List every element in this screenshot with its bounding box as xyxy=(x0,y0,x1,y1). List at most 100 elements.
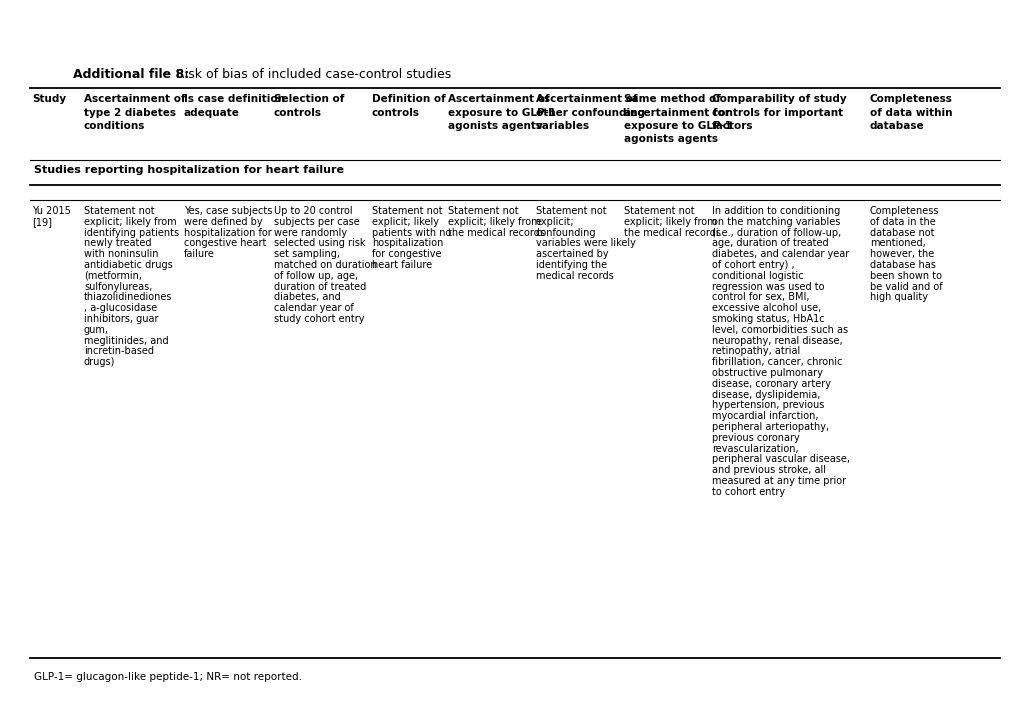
Text: disease, coronary artery: disease, coronary artery xyxy=(711,379,830,389)
Text: to cohort entry: to cohort entry xyxy=(711,487,785,497)
Text: explicit; likely: explicit; likely xyxy=(372,217,438,227)
Text: disease, dyslipidemia,: disease, dyslipidemia, xyxy=(711,390,819,400)
Text: of follow up, age,: of follow up, age, xyxy=(274,271,358,281)
Text: Completeness: Completeness xyxy=(869,94,952,104)
Text: confounding: confounding xyxy=(535,228,596,238)
Text: variables: variables xyxy=(535,121,590,131)
Text: hospitalization for: hospitalization for xyxy=(183,228,271,238)
Text: Study: Study xyxy=(32,94,66,104)
Text: adequate: adequate xyxy=(183,107,239,117)
Text: high quality: high quality xyxy=(869,292,927,302)
Text: were defined by: were defined by xyxy=(183,217,262,227)
Text: antidiabetic drugs: antidiabetic drugs xyxy=(84,260,172,270)
Text: Studies reporting hospitalization for heart failure: Studies reporting hospitalization for he… xyxy=(34,165,343,175)
Text: Statement not: Statement not xyxy=(372,206,442,216)
Text: fibrillation, cancer, chronic: fibrillation, cancer, chronic xyxy=(711,357,842,367)
Text: agonists agents: agonists agents xyxy=(447,121,541,131)
Text: newly treated: newly treated xyxy=(84,238,152,248)
Text: Statement not: Statement not xyxy=(84,206,155,216)
Text: controls: controls xyxy=(274,107,322,117)
Text: Same method of: Same method of xyxy=(624,94,720,104)
Text: mentioned,: mentioned, xyxy=(869,238,925,248)
Text: selected using risk: selected using risk xyxy=(274,238,365,248)
Text: of data in the: of data in the xyxy=(869,217,934,227)
Text: identifying patients: identifying patients xyxy=(84,228,179,238)
Text: other confounding: other confounding xyxy=(535,107,644,117)
Text: age, duration of treated: age, duration of treated xyxy=(711,238,827,248)
Text: type 2 diabetes: type 2 diabetes xyxy=(84,107,176,117)
Text: level, comorbidities such as: level, comorbidities such as xyxy=(711,325,847,335)
Text: myocardial infarction,: myocardial infarction, xyxy=(711,411,817,421)
Text: Additional file 8:: Additional file 8: xyxy=(73,68,189,81)
Text: heart failure: heart failure xyxy=(372,260,432,270)
Text: gum,: gum, xyxy=(84,325,109,335)
Text: Ascertainment of: Ascertainment of xyxy=(84,94,185,104)
Text: Ascertainment of: Ascertainment of xyxy=(447,94,549,104)
Text: diabetes, and calendar year: diabetes, and calendar year xyxy=(711,249,849,259)
Text: Up to 20 control: Up to 20 control xyxy=(274,206,353,216)
Text: peripheral vascular disease,: peripheral vascular disease, xyxy=(711,454,849,464)
Text: Ascertainment of: Ascertainment of xyxy=(535,94,637,104)
Text: set sampling,: set sampling, xyxy=(274,249,339,259)
Text: excessive alcohol use,: excessive alcohol use, xyxy=(711,303,820,313)
Text: Yes, case subjects: Yes, case subjects xyxy=(183,206,272,216)
Text: patients with no: patients with no xyxy=(372,228,451,238)
Text: hospitalization: hospitalization xyxy=(372,238,443,248)
Text: were randomly: were randomly xyxy=(274,228,346,238)
Text: conditional logistic: conditional logistic xyxy=(711,271,803,281)
Text: be valid and of: be valid and of xyxy=(869,282,942,292)
Text: sulfonylureas,: sulfonylureas, xyxy=(84,282,152,292)
Text: GLP-1= glucagon-like peptide-1; NR= not reported.: GLP-1= glucagon-like peptide-1; NR= not … xyxy=(34,672,302,682)
Text: of data within: of data within xyxy=(869,107,952,117)
Text: control for sex, BMI,: control for sex, BMI, xyxy=(711,292,809,302)
Text: been shown to: been shown to xyxy=(869,271,942,281)
Text: identifying the: identifying the xyxy=(535,260,606,270)
Text: previous coronary: previous coronary xyxy=(711,433,799,443)
Text: medical records: medical records xyxy=(535,271,613,281)
Text: the medical records: the medical records xyxy=(624,228,720,238)
Text: obstructive pulmonary: obstructive pulmonary xyxy=(711,368,822,378)
Text: variables were likely: variables were likely xyxy=(535,238,635,248)
Text: meglitinides, and: meglitinides, and xyxy=(84,336,168,346)
Text: duration of treated: duration of treated xyxy=(274,282,366,292)
Text: of cohort entry) ,: of cohort entry) , xyxy=(711,260,794,270)
Text: inhibitors, guar: inhibitors, guar xyxy=(84,314,158,324)
Text: exposure to GLP-1: exposure to GLP-1 xyxy=(624,121,732,131)
Text: Statement not: Statement not xyxy=(447,206,518,216)
Text: Is case definition: Is case definition xyxy=(183,94,284,104)
Text: exposure to GLP-1: exposure to GLP-1 xyxy=(447,107,555,117)
Text: Definition of: Definition of xyxy=(372,94,445,104)
Text: calendar year of: calendar year of xyxy=(274,303,354,313)
Text: database not: database not xyxy=(869,228,933,238)
Text: failure: failure xyxy=(183,249,215,259)
Text: on the matching variables: on the matching variables xyxy=(711,217,840,227)
Text: Statement not: Statement not xyxy=(624,206,694,216)
Text: neuropathy, renal disease,: neuropathy, renal disease, xyxy=(711,336,842,346)
Text: hypertension, previous: hypertension, previous xyxy=(711,400,823,410)
Text: the medical records: the medical records xyxy=(447,228,544,238)
Text: agonists agents: agonists agents xyxy=(624,135,717,145)
Text: measured at any time prior: measured at any time prior xyxy=(711,476,846,486)
Text: subjects per case: subjects per case xyxy=(274,217,360,227)
Text: In addition to conditioning: In addition to conditioning xyxy=(711,206,840,216)
Text: revascularization,: revascularization, xyxy=(711,444,798,454)
Text: regression was used to: regression was used to xyxy=(711,282,823,292)
Text: database has: database has xyxy=(869,260,935,270)
Text: conditions: conditions xyxy=(84,121,146,131)
Text: Selection of: Selection of xyxy=(274,94,344,104)
Text: study cohort entry: study cohort entry xyxy=(274,314,364,324)
Text: peripheral arteriopathy,: peripheral arteriopathy, xyxy=(711,422,828,432)
Text: ascertained by: ascertained by xyxy=(535,249,608,259)
Text: explicit; likely from: explicit; likely from xyxy=(447,217,540,227)
Text: (i.e., duration of follow-up,: (i.e., duration of follow-up, xyxy=(711,228,841,238)
Text: Yu 2015: Yu 2015 xyxy=(32,206,70,216)
Text: explicit; likely from: explicit; likely from xyxy=(624,217,716,227)
Text: diabetes, and: diabetes, and xyxy=(274,292,340,302)
Text: Completeness: Completeness xyxy=(869,206,938,216)
Text: controls for important: controls for important xyxy=(711,107,843,117)
Text: congestive heart: congestive heart xyxy=(183,238,266,248)
Text: incretin-based: incretin-based xyxy=(84,346,154,356)
Text: ascertainment for: ascertainment for xyxy=(624,107,730,117)
Text: with noninsulin: with noninsulin xyxy=(84,249,158,259)
Text: Comparability of study: Comparability of study xyxy=(711,94,846,104)
